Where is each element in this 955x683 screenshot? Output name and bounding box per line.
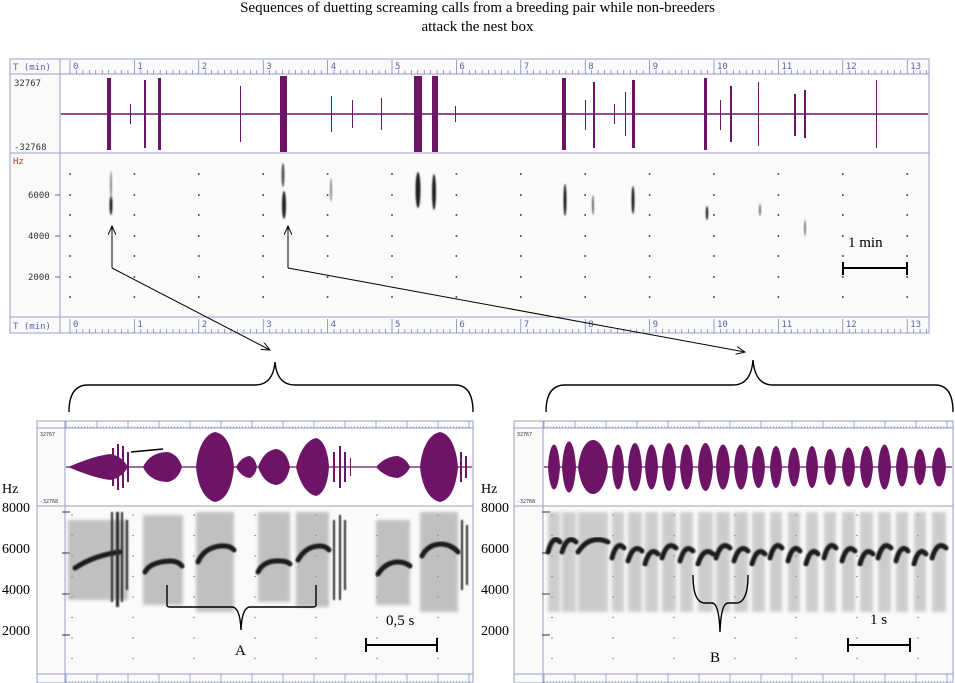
overview-time-tick-label: 12 xyxy=(846,320,857,330)
panel-a-top-bracket xyxy=(68,361,474,413)
overview-time-tick-label: 13 xyxy=(910,62,921,72)
overview-waveform xyxy=(61,76,928,152)
panel-b: 32767 -32768 B 1 s xyxy=(513,420,954,683)
panel-b-freq-tick-2000: 2000 xyxy=(481,624,509,639)
panel-b-bracket-label: B xyxy=(710,650,720,666)
overview-time-label-bottom: T (min) xyxy=(13,322,51,332)
overview-time-tick-label: 9 xyxy=(653,320,658,330)
panel-b-freq-unit: Hz xyxy=(481,482,497,497)
overview-scale-bar xyxy=(842,262,908,275)
overview-freq-tick-2000: 2000 xyxy=(28,273,50,283)
panel-a-annotation-line xyxy=(130,448,164,453)
panel-b-scale-bar-label: 1 s xyxy=(870,612,887,628)
overview-freq-tick-6000: 6000 xyxy=(28,191,50,201)
overview-time-tick-label: 7 xyxy=(524,320,529,330)
overview-time-tick-label: 7 xyxy=(524,62,529,72)
figure-title-line-1: Sequences of duetting screaming calls fr… xyxy=(240,0,715,16)
overview-time-tick-label: 3 xyxy=(266,320,271,330)
overview-time-ticks-bottom: 0 1 2 3 4 5 6 7 8 9 10 11 12 13 xyxy=(69,319,927,333)
overview-scale-bar-label: 1 min xyxy=(848,235,883,251)
panel-b-bracket xyxy=(692,574,749,633)
panel-a-freq-tick-2000: 2000 xyxy=(2,624,30,639)
overview-time-tick-label: 9 xyxy=(653,62,658,72)
panel-a: 32767 -32768 xyxy=(36,420,474,683)
panel-b-time-ticks-top xyxy=(543,421,951,428)
panel-b-freq-tick-6000: 6000 xyxy=(481,542,509,557)
panel-a-scale-bar-label: 0,5 s xyxy=(386,613,415,629)
panel-a-amp-max: 32767 xyxy=(40,432,55,438)
overview-amp-max: 32767 xyxy=(14,79,41,89)
overview-freq-unit: Hz xyxy=(13,157,24,167)
panel-b-waveform xyxy=(544,440,952,494)
call-arrows xyxy=(112,226,745,352)
overview-time-tick-label: 2 xyxy=(202,320,207,330)
overview-time-tick-label: 12 xyxy=(846,62,857,72)
panel-a-freq-unit: Hz xyxy=(2,482,18,497)
panel-a-freq-tick-8000: 8000 xyxy=(2,501,30,516)
panel-a-freq-tick-6000: 6000 xyxy=(2,542,30,557)
overview-time-tick-label: 5 xyxy=(395,62,400,72)
overview-time-tick-label: 0 xyxy=(73,320,78,330)
arrow-to-panel-b xyxy=(287,267,745,352)
overview-spectrogram-grid xyxy=(69,173,908,298)
panel-b-frequency-axis: Hz 8000 6000 4000 2000 xyxy=(481,482,509,639)
overview-time-tick-label: 11 xyxy=(781,320,792,330)
panel-a-amp-min: -32768 xyxy=(40,499,58,505)
panel-b-scale-bar xyxy=(847,638,911,652)
overview-time-tick-label: 0 xyxy=(73,62,78,72)
panel-b-amp-max: 32767 xyxy=(517,432,532,438)
panel-a-waveform xyxy=(66,432,472,502)
overview-freq-tick-4000: 4000 xyxy=(28,232,50,242)
panel-a-freq-tick-4000: 4000 xyxy=(2,583,30,598)
overview-time-tick-label: 6 xyxy=(459,62,464,72)
panel-b-freq-tick-8000: 8000 xyxy=(481,501,509,516)
panel-a-frequency-axis: Hz 8000 6000 4000 2000 xyxy=(2,482,30,639)
figure-title-line-2: attack the nest box xyxy=(421,19,534,35)
overview-time-tick-label: 13 xyxy=(910,320,921,330)
overview-amp-min: -32768 xyxy=(14,143,47,153)
overview-time-tick-label: 4 xyxy=(331,320,336,330)
panel-a-bracket-label: A xyxy=(235,643,246,659)
overview-spectrogram xyxy=(109,163,806,236)
panel-b-amp-min: -32768 xyxy=(517,499,535,505)
overview-time-tick-label: 3 xyxy=(266,62,271,72)
overview-time-label-top: T (min) xyxy=(13,63,51,73)
panel-a-time-ticks-top xyxy=(65,421,470,428)
arrow-to-panel-a xyxy=(111,267,270,350)
panel-b-freq-tick-4000: 4000 xyxy=(481,583,509,598)
overview-time-tick-label: 4 xyxy=(331,62,336,72)
panel-a-spectrogram xyxy=(68,512,468,612)
overview-time-tick-label: 8 xyxy=(588,62,593,72)
overview-time-ticks-top: 0 1 2 3 4 5 6 7 8 9 10 11 12 13 xyxy=(69,60,927,74)
overview-time-tick-label: 10 xyxy=(717,320,728,330)
overview-time-tick-label: 5 xyxy=(395,320,400,330)
overview-time-tick-label: 8 xyxy=(588,320,593,330)
panel-b-top-bracket xyxy=(545,359,954,413)
panel-a-scale-bar xyxy=(365,638,438,652)
overview-time-tick-label: 2 xyxy=(202,62,207,72)
overview-time-tick-label: 1 xyxy=(137,62,142,72)
panel-b-spectrogram xyxy=(545,512,949,612)
overview-time-tick-label: 1 xyxy=(137,320,142,330)
panel-a-bracket xyxy=(166,585,317,631)
overview-time-tick-label: 11 xyxy=(781,62,792,72)
overview-time-tick-label: 6 xyxy=(459,320,464,330)
overview-time-tick-label: 10 xyxy=(717,62,728,72)
